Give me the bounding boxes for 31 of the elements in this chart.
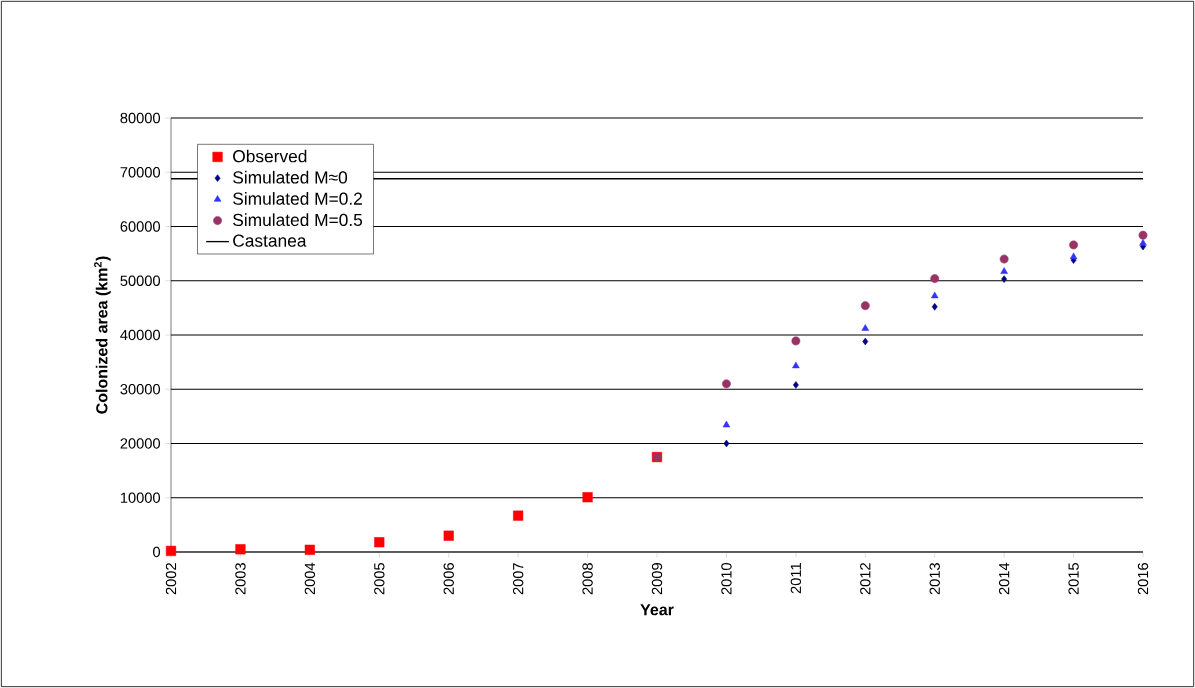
- x-axis-title: Year: [640, 604, 674, 616]
- y-tick-label: 20000: [120, 438, 161, 449]
- legend-label: Simulated M≈0: [233, 170, 348, 184]
- x-tick-label: 2003: [235, 563, 246, 595]
- legend-label: Simulated M=0.5: [233, 213, 363, 227]
- y-tick-label: 70000: [120, 167, 161, 178]
- y-tick-label: 30000: [120, 384, 161, 395]
- x-tick-label: 2011: [790, 563, 802, 594]
- y-tick-label: 50000: [120, 275, 161, 286]
- x-tick-label: 2013: [929, 563, 940, 595]
- x-tick-label: 2007: [512, 563, 524, 595]
- x-tick-label: 2005: [374, 563, 385, 595]
- y-tick-label: 10000: [120, 492, 161, 503]
- x-tick-label: 2002: [165, 563, 177, 595]
- x-tick-label: 2009: [651, 563, 663, 595]
- y-tick-label: 40000: [120, 329, 161, 341]
- y-axis-title: Colonized area (km$^{2}$): [94, 256, 111, 414]
- y-tick-label: 60000: [120, 221, 161, 232]
- x-tick-label: 2010: [721, 562, 732, 595]
- x-tick-label: 2008: [582, 563, 593, 595]
- x-tick-label: 2006: [443, 563, 454, 595]
- x-tick-label: 2004: [304, 562, 316, 595]
- legend-label: Simulated M=0.2: [233, 192, 362, 205]
- x-tick-label: 2016: [1137, 563, 1149, 595]
- y-tick-label: 80000: [120, 112, 161, 124]
- x-tick-label: 2014: [998, 562, 1010, 595]
- legend-label: Castanea: [233, 234, 307, 247]
- x-tick-label: 2012: [860, 563, 871, 595]
- legend-label: Observed: [233, 149, 307, 163]
- y-tick-label: 0: [153, 546, 161, 558]
- x-tick-label: 2015: [1068, 563, 1079, 595]
